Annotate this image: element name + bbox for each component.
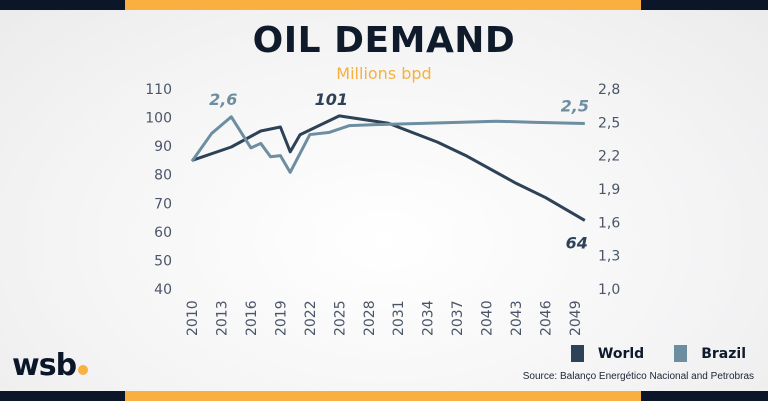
- x-tick: 2034: [421, 300, 437, 336]
- bottom-bar: [0, 391, 768, 401]
- x-tick: 2040: [480, 300, 496, 336]
- top-accent: [125, 0, 641, 10]
- y-right-tick: 1,9: [598, 182, 620, 198]
- legend-label-brazil: Brazil: [701, 345, 746, 362]
- data-label: 101: [315, 90, 348, 109]
- y-left-tick: 110: [145, 82, 172, 98]
- legend: World Brazil: [541, 345, 746, 362]
- y-left-tick: 80: [154, 168, 172, 184]
- y-left-tick: 60: [154, 225, 172, 241]
- y-right-tick: 1,3: [598, 249, 620, 265]
- x-tick: 2025: [332, 300, 348, 336]
- y-right-tick: 1,6: [598, 215, 620, 231]
- x-tick: 2016: [244, 300, 260, 336]
- y-right-tick: 2,2: [598, 149, 620, 165]
- chart-subtitle: Millions bpd: [336, 64, 432, 83]
- wsb-logo: wsb: [12, 348, 89, 383]
- logo-text: wsb: [12, 348, 77, 383]
- x-tick: 2049: [568, 300, 584, 336]
- data-label: 2,6: [209, 90, 237, 109]
- y-left-tick: 40: [154, 282, 172, 298]
- series-line-brazil: [190, 115, 585, 174]
- x-tick: 2010: [185, 300, 201, 336]
- y-right-tick: 1,0: [598, 282, 620, 298]
- data-label: 64: [566, 233, 588, 252]
- bottom-accent: [125, 391, 641, 401]
- x-tick: 2022: [303, 300, 319, 336]
- logo-dot: [78, 365, 89, 375]
- source-note: Source: Balanço Energético Nacional and …: [522, 371, 754, 382]
- y-left-tick: 70: [154, 196, 172, 212]
- series-line-world: [191, 114, 586, 222]
- x-tick: 2037: [450, 300, 466, 336]
- chart-title: OIL DEMAND: [252, 20, 516, 61]
- y-left-tick: 90: [154, 139, 172, 155]
- x-tick: 2013: [214, 300, 230, 336]
- top-bar: [0, 0, 768, 10]
- x-tick: 2019: [273, 300, 289, 336]
- legend-label-world: World: [597, 345, 645, 362]
- x-tick: 2028: [362, 300, 378, 336]
- x-tick: 2046: [539, 300, 555, 336]
- y-right-tick: 2,8: [598, 82, 620, 98]
- data-label: 2,5: [561, 96, 589, 115]
- x-tick: 2043: [509, 300, 525, 336]
- legend-swatch-brazil: [674, 345, 688, 362]
- x-tick: 2031: [391, 300, 407, 336]
- y-left-tick: 100: [145, 111, 172, 127]
- legend-swatch-world: [570, 345, 584, 362]
- y-right-tick: 2,5: [598, 115, 620, 131]
- y-left-tick: 50: [154, 253, 172, 269]
